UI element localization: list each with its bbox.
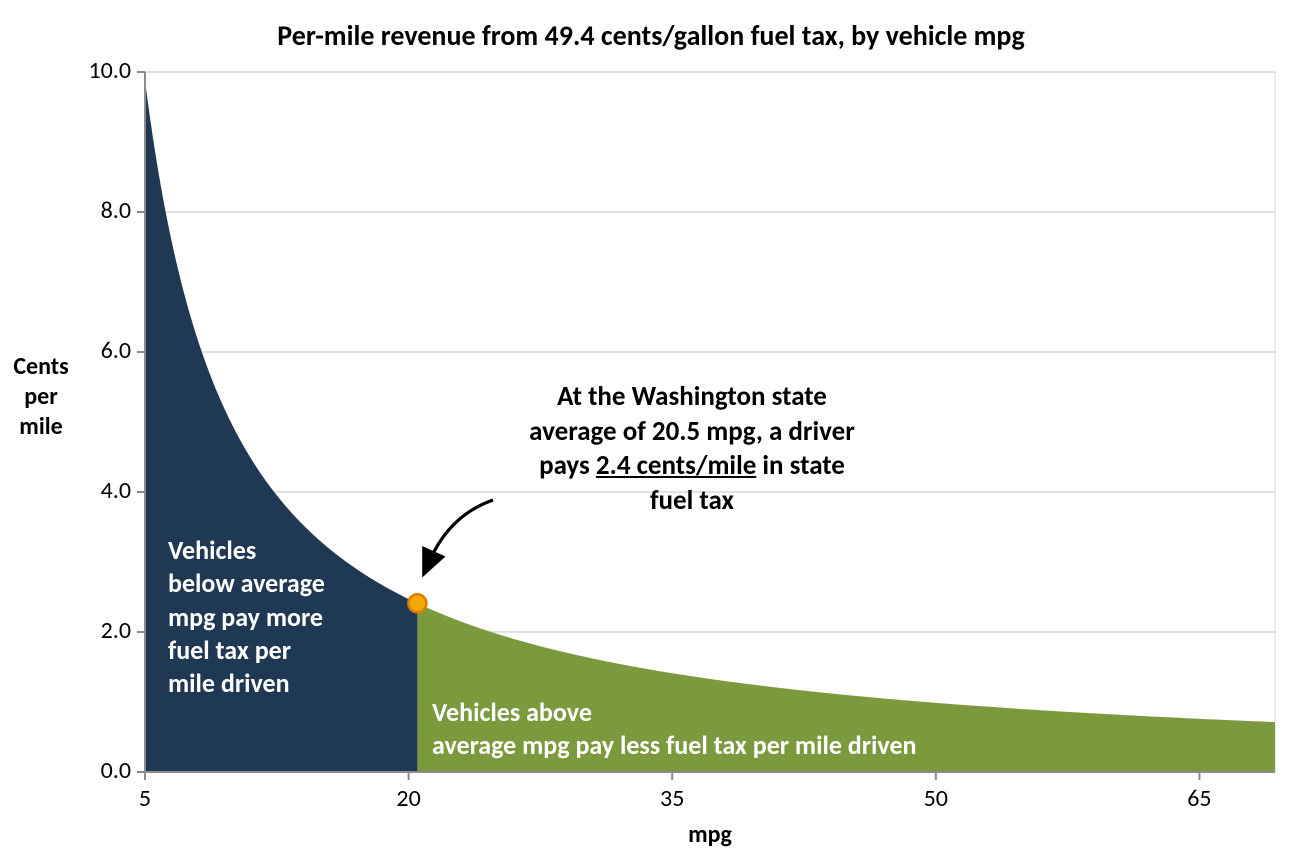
marker-state-average	[408, 594, 426, 612]
x-tick-label: 20	[379, 784, 439, 813]
y-tick-label: 0.0	[101, 756, 131, 785]
x-tick-label: 35	[642, 784, 702, 813]
annotation-callout: At the Washington stateaverage of 20.5 m…	[472, 380, 912, 518]
annotation-above-average: Vehicles aboveaverage mpg pay less fuel …	[432, 696, 1162, 763]
annotation-below-average: Vehiclesbelow averagempg pay morefuel ta…	[168, 534, 408, 700]
y-tick-label: 6.0	[101, 336, 131, 365]
y-tick-label: 8.0	[101, 196, 131, 225]
x-tick-label: 50	[906, 784, 966, 813]
y-axis-label: Centspermile	[2, 352, 80, 442]
x-axis-label: mpg	[145, 820, 1275, 849]
x-tick-label: 65	[1169, 784, 1229, 813]
y-tick-label: 10.0	[88, 56, 131, 85]
y-tick-label: 2.0	[101, 616, 131, 645]
y-tick-label: 4.0	[101, 476, 131, 505]
x-tick-label: 5	[115, 784, 175, 813]
